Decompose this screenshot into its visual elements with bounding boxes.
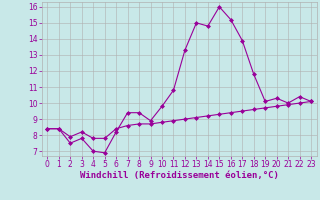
X-axis label: Windchill (Refroidissement éolien,°C): Windchill (Refroidissement éolien,°C) bbox=[80, 171, 279, 180]
